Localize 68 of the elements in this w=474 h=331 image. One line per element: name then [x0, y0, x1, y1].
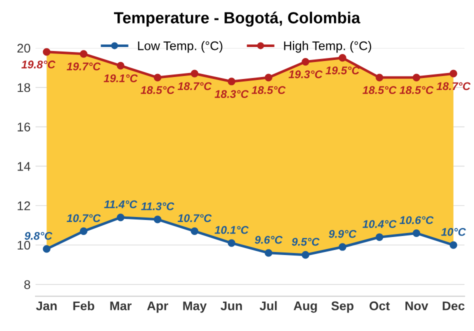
x-tick-label: Oct [370, 301, 390, 310]
point [450, 241, 458, 249]
data-label: 10.6°C [400, 216, 434, 224]
point [228, 78, 236, 86]
point [116, 62, 124, 70]
data-label: 18.5°C [252, 86, 286, 94]
x-tick-label: Jan [36, 302, 57, 310]
point [264, 74, 272, 82]
x-tick-label: Nov [405, 302, 428, 310]
point [80, 50, 88, 58]
data-label: 9.6°C [254, 236, 283, 244]
point [450, 70, 458, 78]
data-label: 10.1°C [214, 226, 249, 234]
legend-label: Low Temp. (°C) [138, 41, 222, 53]
x-tick-label: Apr [147, 302, 168, 313]
data-label: 19.7°C [66, 62, 101, 70]
point [42, 245, 50, 253]
point [338, 243, 346, 251]
y-tick-label: 16 [18, 122, 30, 132]
data-label: 19.1°C [104, 74, 138, 82]
x-tick-label: May [183, 302, 207, 313]
data-label: 9.9°C [328, 230, 357, 238]
point [228, 239, 236, 247]
data-label: 10.7°C [66, 214, 101, 222]
y-tick-label: 14 [18, 162, 30, 171]
point [154, 216, 162, 224]
point [80, 227, 88, 236]
point [412, 74, 420, 82]
data-label: 19.5°C [326, 66, 360, 74]
data-label: 18.7°C [436, 82, 471, 90]
legend-label: High Temp. (°C) [284, 41, 372, 53]
data-label: 11.4°C [104, 200, 138, 208]
y-tick-label: 10 [18, 240, 30, 250]
x-tick-label: Sep [331, 301, 354, 313]
data-label: 18.7°C [178, 82, 212, 90]
y-tick-label: 8 [24, 280, 30, 290]
data-label: 18.5°C [400, 86, 434, 94]
x-tick-label: Dec [442, 302, 465, 310]
x-tick-label: Jul [260, 301, 277, 310]
point [264, 249, 272, 257]
point [412, 229, 420, 238]
point [190, 70, 198, 78]
data-label: 19.3°C [288, 70, 323, 78]
x-tick-label: Aug [294, 302, 317, 313]
data-label: 18.3°C [214, 90, 249, 98]
data-label: 10.4°C [362, 220, 397, 228]
point [376, 74, 384, 82]
data-label: 18.5°C [362, 86, 397, 94]
x-tick-label: Feb [73, 301, 94, 310]
x-tick-label: Jun [220, 302, 242, 310]
y-tick-label: 20 [17, 44, 30, 53]
point [302, 58, 310, 66]
chart-title: Temperature - Bogotá, Colombia [114, 12, 360, 27]
y-tick-label: 18 [18, 83, 30, 92]
data-label: 10.7°C [178, 214, 212, 222]
point [190, 227, 198, 236]
y-tick-label: 12 [18, 201, 30, 210]
data-label: 10°C [441, 228, 466, 236]
point [116, 214, 124, 222]
point [42, 48, 50, 56]
point [376, 233, 384, 241]
data-label: 18.5°C [140, 86, 175, 94]
data-label: 11.3°C [141, 202, 174, 210]
data-label: 9.5°C [292, 238, 320, 246]
point [154, 74, 162, 82]
point [338, 54, 346, 62]
point [302, 251, 310, 259]
x-tick-label: Mar [110, 302, 132, 310]
